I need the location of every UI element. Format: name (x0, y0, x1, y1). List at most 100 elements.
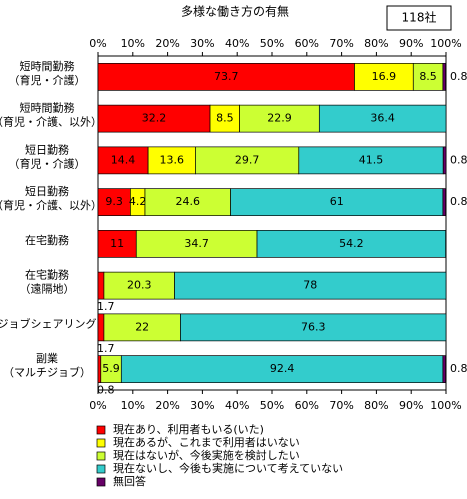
x-tick-label: 40% (225, 399, 249, 412)
y-tick-label: （育児・介護、以外） (0, 115, 102, 129)
value-label: 34.7 (184, 237, 209, 250)
x-tick-label: 50% (260, 37, 284, 50)
x-tick-label: 20% (155, 37, 179, 50)
y-tick-label: 在宅勤務 (25, 233, 69, 247)
x-tick-label: 0% (89, 399, 106, 412)
bar-segment (239, 104, 320, 133)
y-tick-label: 短日勤務 (25, 142, 69, 156)
x-tick-label: 10% (121, 399, 145, 412)
y-tick-label: 在宅勤務 (25, 268, 69, 282)
value-label: 0.8 (97, 384, 115, 397)
y-tick-label: 短時間勤務 (20, 101, 75, 115)
x-tick-label: 10% (121, 37, 145, 50)
bar-segment (97, 355, 102, 383)
bar-segment (97, 271, 105, 300)
bar-segment (97, 63, 355, 91)
legend-label: 現在あるが、これまで利用者はいない (113, 435, 300, 449)
value-label: 20.3 (127, 279, 152, 292)
value-label: 22.9 (267, 112, 292, 125)
x-tick-label: 70% (329, 37, 353, 50)
legend-label: 現在あり、利用者もいる(いた) (113, 423, 264, 436)
value-label: 22 (135, 320, 149, 333)
y-tick-label: 短時間勤務 (20, 59, 75, 73)
y-tick-label: 副業 (36, 352, 58, 365)
chart-title: 多様な働き方の有無 (181, 4, 289, 19)
value-label: 16.9 (372, 70, 397, 83)
bar-segment (103, 313, 181, 342)
bar-segment (442, 63, 447, 91)
value-label: 1.7 (97, 300, 115, 313)
x-tick-label: 60% (295, 37, 319, 50)
bar-segment (97, 104, 211, 133)
value-label: 5.9 (102, 362, 120, 375)
x-tick-label: 90% (399, 399, 423, 412)
y-tick-label: （マルチジョブ） (3, 365, 91, 379)
x-tick-label: 40% (225, 37, 249, 50)
x-tick-label: 80% (364, 37, 388, 50)
legend-label: 現在はないが、今後実施を検討したい (113, 448, 300, 462)
legend-swatch (96, 425, 106, 435)
bar-segment (144, 188, 231, 216)
y-tick-label: （育児・介護） (9, 156, 86, 170)
bar-segment (256, 230, 447, 258)
value-label: 9.3 (105, 195, 123, 208)
value-label: 4.2 (129, 195, 147, 208)
value-label: 41.5 (359, 153, 384, 166)
bar-segment (180, 313, 447, 342)
value-label: 0.8 (450, 195, 467, 208)
value-label: 13.6 (160, 153, 185, 166)
bar-segment (442, 188, 447, 216)
y-tick-label: 短日勤務 (25, 184, 69, 198)
value-label: 61 (330, 195, 344, 208)
value-label: 73.7 (214, 70, 239, 83)
sample-note: 118社 (402, 10, 437, 25)
x-tick-label: 90% (399, 37, 423, 50)
bar-segment (103, 271, 175, 300)
value-label: 8.5 (419, 70, 437, 83)
x-tick-label: 100% (430, 37, 461, 50)
sample-box (386, 5, 452, 31)
value-label: 32.2 (142, 112, 167, 125)
bar-segment (209, 104, 240, 133)
value-label: 54.2 (339, 237, 364, 250)
bar-segment (97, 146, 149, 175)
bar-segment (120, 355, 444, 383)
value-label: 92.4 (270, 362, 295, 375)
x-tick-label: 60% (295, 399, 319, 412)
bar-segment (318, 104, 447, 133)
value-label: 78 (303, 279, 317, 292)
value-label: 14.4 (111, 153, 136, 166)
value-label: 0.8 (450, 362, 467, 375)
legend-swatch (96, 464, 106, 474)
y-tick-label: ジョブシェアリング (0, 316, 97, 330)
bar-segment (442, 355, 447, 383)
x-tick-label: 0% (89, 37, 106, 50)
bar-segment (97, 188, 131, 216)
x-tick-label: 20% (155, 399, 179, 412)
x-tick-label: 70% (329, 399, 353, 412)
value-label: 1.7 (97, 342, 115, 355)
value-label: 8.5 (216, 112, 234, 125)
y-tick-label: （遠隔地） (20, 283, 75, 296)
x-tick-label: 30% (190, 37, 214, 50)
value-label: 24.6 (176, 195, 201, 208)
value-label: 29.7 (235, 153, 260, 166)
value-label: 36.4 (370, 112, 395, 125)
bar-segment (174, 271, 447, 300)
legend-swatch (96, 451, 106, 461)
legend-label: 現在ないし、今後も実施について考えていない (113, 461, 343, 475)
bar-segment (230, 188, 444, 216)
x-tick-label: 80% (364, 399, 388, 412)
bar-segment (97, 313, 105, 342)
value-label: 76.3 (301, 320, 326, 333)
y-tick-label: （育児・介護） (9, 73, 86, 87)
y-tick-label: （育児・介護、以外） (0, 198, 102, 212)
legend-swatch (96, 438, 106, 448)
value-label: 0.8 (450, 70, 467, 83)
legend-label: 無回答 (113, 474, 146, 488)
bar-segment (354, 63, 414, 91)
x-tick-label: 50% (260, 399, 284, 412)
bar-segment (147, 146, 196, 175)
value-label: 0.8 (450, 153, 467, 166)
